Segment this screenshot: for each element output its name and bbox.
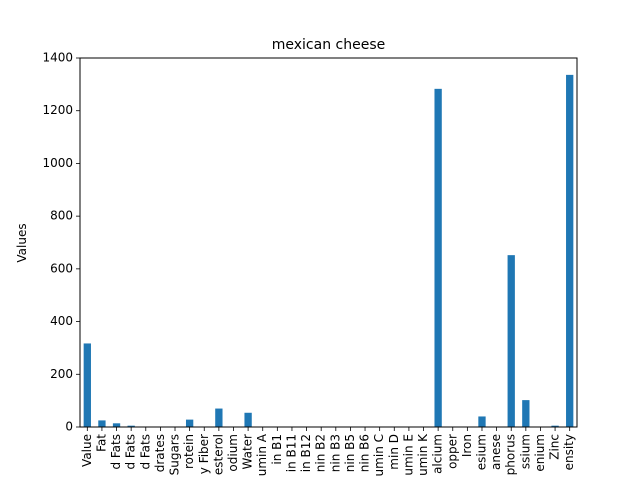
- bar: [98, 420, 106, 427]
- x-tick-label: esterol: [211, 434, 225, 475]
- x-tick-label: d Fats: [109, 434, 123, 470]
- x-tick-label: in B1: [270, 434, 284, 465]
- y-tick-label: 200: [50, 367, 73, 381]
- x-tick-label: y Fiber: [197, 434, 211, 474]
- x-tick-label: umin K: [416, 433, 430, 476]
- bar: [185, 419, 194, 427]
- bar: [551, 425, 559, 427]
- x-tick-label: Water: [241, 434, 255, 470]
- bar: [434, 88, 442, 427]
- x-tick-label: esium: [474, 434, 488, 470]
- bar: [478, 416, 486, 427]
- x-tick-label: Fat: [94, 434, 108, 452]
- bar: [83, 343, 91, 427]
- bar: [112, 423, 121, 427]
- y-tick-label: 1200: [42, 103, 73, 117]
- x-tick-label: umin A: [255, 433, 269, 476]
- x-tick-label: d Fats: [138, 434, 152, 470]
- x-tick-label: nin B2: [314, 434, 328, 472]
- x-tick-label: d Fats: [124, 434, 138, 470]
- x-tick-label: nin B6: [358, 434, 372, 472]
- x-tick-label: Iron: [460, 434, 474, 457]
- x-tick-label: umin C: [372, 434, 386, 476]
- x-tick-label: umin E: [401, 434, 415, 476]
- y-tick-label: 400: [50, 314, 73, 328]
- bar: [507, 255, 515, 427]
- x-tick-label: anese: [489, 434, 503, 470]
- y-tick-label: 800: [50, 209, 73, 223]
- x-axis-ticks: Value Fat d Fats d Fats d Fats drates Sugars ro…: [80, 427, 576, 476]
- x-tick-label: alcium: [431, 434, 445, 474]
- bar: [244, 412, 252, 427]
- y-tick-label: 1400: [42, 51, 73, 65]
- x-tick-label: ensity: [562, 434, 576, 470]
- x-tick-label: nin B3: [328, 434, 342, 472]
- axes-frame: [79, 57, 578, 428]
- x-tick-label: enium: [533, 434, 547, 472]
- x-tick-label: odium: [226, 434, 240, 472]
- bars-group: [83, 74, 574, 428]
- y-tick-label: 600: [50, 261, 73, 275]
- x-tick-label: in B12: [299, 434, 313, 472]
- bar: [566, 74, 574, 428]
- x-tick-label: phorus: [504, 434, 518, 475]
- bar: [127, 425, 135, 427]
- x-tick-label: nin B5: [343, 434, 357, 472]
- x-tick-label: Value: [80, 434, 94, 467]
- x-tick-label: rotein: [182, 434, 196, 469]
- bar: [522, 400, 530, 427]
- bar: [215, 408, 223, 427]
- x-tick-label: Sugars: [168, 434, 182, 475]
- x-tick-label: min D: [387, 434, 401, 470]
- x-tick-label: opper: [445, 434, 459, 469]
- x-tick-label: ssium: [518, 434, 532, 469]
- y-tick-label: 1000: [42, 156, 73, 170]
- x-tick-label: drates: [153, 434, 167, 472]
- x-tick-label: in B11: [284, 434, 298, 472]
- y-tick-label: 0: [65, 420, 73, 434]
- y-axis-label: Values: [15, 223, 29, 262]
- chart-title: mexican cheese: [272, 37, 385, 53]
- x-tick-label: Zinc: [548, 434, 562, 460]
- y-axis-ticks: 0 200 400 600 800 1000 1200 1400: [42, 51, 80, 434]
